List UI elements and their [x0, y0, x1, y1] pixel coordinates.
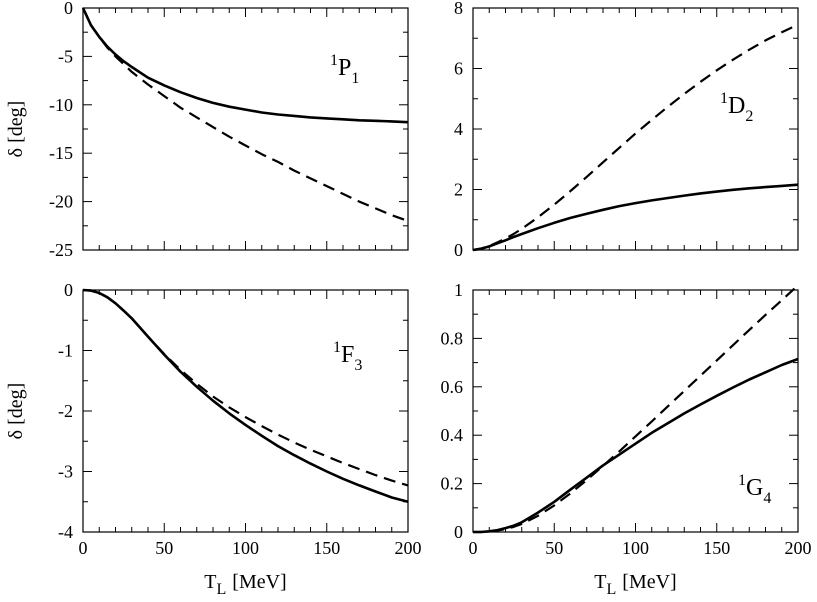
y-tick-label: -3 — [58, 462, 73, 482]
panel-3: 0 50 100 150 200 -4 -3 -2 -1 0 1F3 δ [deg] TL [MeV] — [5, 280, 422, 598]
label-sub: 1 — [351, 70, 359, 87]
y-tick-label: 2 — [454, 180, 463, 200]
y-tick-label: -10 — [49, 95, 73, 115]
plot-frame — [82, 289, 409, 533]
x-tick-label: 200 — [785, 538, 812, 558]
label-main: D — [728, 93, 745, 119]
x-label-main: T — [594, 571, 606, 593]
y-tick-label: -25 — [49, 240, 73, 260]
series-line-dashed — [473, 284, 799, 534]
y-tick-label: -5 — [58, 46, 73, 66]
y-tick-label: 0 — [64, 280, 73, 300]
y-axis-label: δ [deg] — [5, 383, 27, 440]
label-sub: 4 — [763, 490, 771, 507]
y-tick-label: 8 — [454, 0, 463, 18]
label-sup: 1 — [330, 52, 338, 69]
x-tick-label: 200 — [395, 538, 422, 558]
partial-wave-label: 1G4 — [738, 472, 771, 507]
y-tick-label: 0 — [64, 0, 73, 18]
label-main: P — [338, 55, 351, 81]
x-label-sub: L — [607, 581, 617, 598]
label-sup: 1 — [738, 472, 746, 489]
partial-wave-label: 1D2 — [720, 90, 753, 125]
x-tick-label: 0 — [469, 538, 478, 558]
series-line-solid — [472, 183, 799, 252]
panel-1: -25 -20 -15 -10 -5 0 1P1 δ [deg] — [5, 0, 409, 260]
label-sup: 1 — [720, 90, 728, 107]
x-tick-label: 150 — [313, 538, 340, 558]
x-label-unit: [MeV] — [622, 571, 676, 593]
label-main: F — [341, 342, 354, 368]
y-tick-label: 4 — [454, 119, 463, 139]
x-tick-label: 0 — [79, 538, 88, 558]
plot-frame — [472, 7, 799, 251]
y-tick-label: 0.2 — [441, 474, 464, 494]
y-tick-label: 6 — [454, 59, 463, 79]
y-tick-label: -4 — [58, 522, 73, 542]
x-tick-label: 150 — [703, 538, 730, 558]
x-label-unit: [MeV] — [232, 571, 286, 593]
y-tick-label: 0.8 — [441, 328, 464, 348]
series-line-solid — [81, 7, 409, 124]
label-main: G — [746, 475, 763, 501]
y-tick-label: 0 — [454, 240, 463, 260]
label-sub: 3 — [354, 357, 362, 374]
partial-wave-label: 1P1 — [330, 52, 359, 87]
y-tick-label: -20 — [49, 192, 73, 212]
x-label-sub: L — [217, 581, 227, 598]
y-tick-label: 0.4 — [441, 425, 464, 445]
y-tick-label: -15 — [49, 143, 73, 163]
y-tick-label: 1 — [454, 280, 463, 300]
x-tick-label: 50 — [545, 538, 563, 558]
series-line-dashed — [82, 288, 409, 487]
y-tick-label: -1 — [58, 341, 73, 361]
x-tick-label: 100 — [622, 538, 649, 558]
label-sub: 2 — [745, 108, 753, 125]
series-line-solid — [473, 357, 799, 534]
series-line-solid — [82, 288, 409, 504]
y-axis-label: δ [deg] — [5, 101, 27, 158]
x-tick-label: 50 — [155, 538, 173, 558]
x-axis-label: TL [MeV] — [204, 571, 286, 598]
y-tick-label: -2 — [58, 401, 73, 421]
partial-wave-label: 1F3 — [333, 339, 362, 374]
x-label-main: T — [204, 571, 216, 593]
series-line-dashed — [82, 7, 409, 223]
y-tick-label: 0.6 — [441, 377, 464, 397]
label-sup: 1 — [333, 339, 341, 356]
plot-frame — [82, 7, 409, 251]
x-axis-label: TL [MeV] — [594, 571, 676, 598]
x-tick-label: 100 — [232, 538, 259, 558]
series-line-dashed — [472, 23, 799, 252]
y-tick-label: 0 — [454, 522, 463, 542]
